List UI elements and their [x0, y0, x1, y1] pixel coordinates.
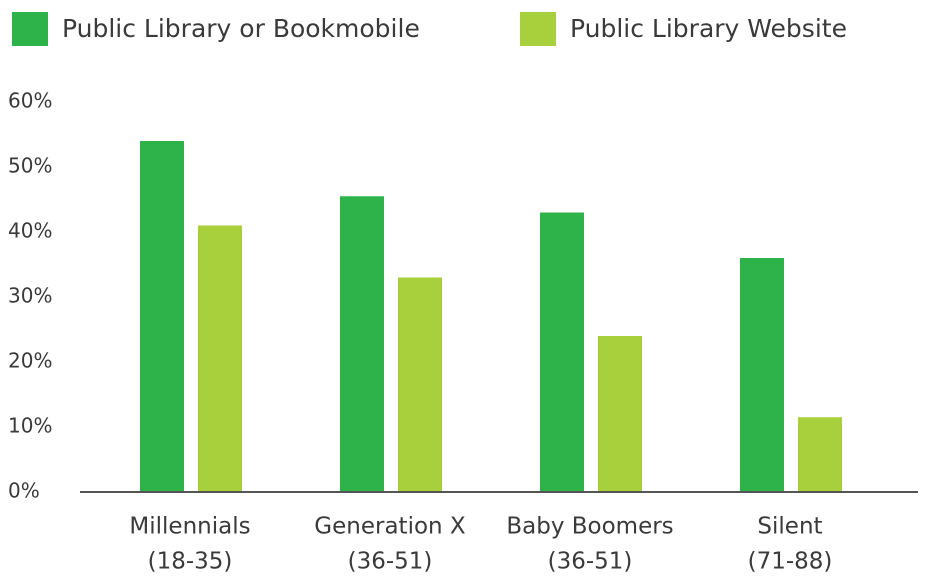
- y-tick-label: 60%: [8, 89, 52, 113]
- bar: [540, 212, 584, 492]
- bar: [198, 225, 242, 492]
- x-tick-label: Millennials: [129, 514, 250, 540]
- y-tick-label: 0%: [8, 479, 40, 503]
- bar: [398, 277, 442, 492]
- bar: [740, 258, 784, 492]
- bar: [140, 141, 184, 492]
- bar: [340, 196, 384, 492]
- y-tick-label: 30%: [8, 284, 52, 308]
- bar: [798, 417, 842, 492]
- y-tick-label: 40%: [8, 219, 52, 243]
- legend-swatch: [12, 12, 48, 46]
- x-tick-label: Baby Boomers: [506, 514, 673, 540]
- x-tick-label: (71-88): [748, 549, 833, 575]
- bar: [598, 336, 642, 492]
- y-tick-label: 10%: [8, 414, 52, 438]
- x-tick-label: (18-35): [148, 549, 233, 575]
- y-tick-label: 20%: [8, 349, 52, 373]
- x-tick-label: Generation X: [314, 514, 466, 540]
- y-tick-label: 50%: [8, 154, 52, 178]
- legend-label: Public Library Website: [570, 14, 847, 43]
- legend-label: Public Library or Bookmobile: [62, 14, 420, 43]
- legend-swatch: [520, 12, 556, 46]
- x-tick-label: Silent: [757, 514, 822, 540]
- x-tick-label: (36-51): [348, 549, 433, 575]
- x-tick-label: (36-51): [548, 549, 633, 575]
